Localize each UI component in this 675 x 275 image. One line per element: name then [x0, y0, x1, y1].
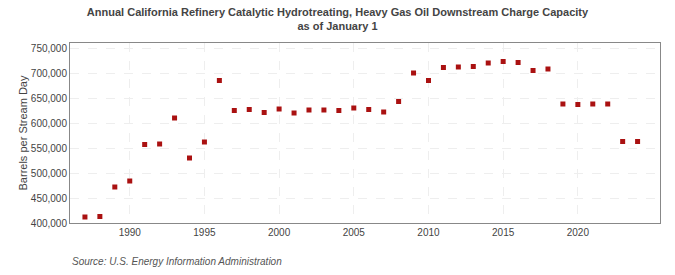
svg-text:600,000: 600,000 [31, 118, 68, 129]
svg-text:Annual California Refinery Cat: Annual California Refinery Catalytic Hyd… [87, 6, 589, 32]
svg-text:2015: 2015 [492, 227, 515, 238]
svg-text:500,000: 500,000 [31, 168, 68, 179]
svg-text:700,000: 700,000 [31, 68, 68, 79]
svg-text:2020: 2020 [567, 227, 590, 238]
svg-text:650,000: 650,000 [31, 93, 68, 104]
svg-text:Source: U.S. Energy Informatio: Source: U.S. Energy Information Administ… [72, 256, 282, 267]
svg-text:400,000: 400,000 [31, 218, 68, 229]
svg-text:450,000: 450,000 [31, 193, 68, 204]
svg-text:2000: 2000 [268, 227, 291, 238]
svg-text:2005: 2005 [343, 227, 366, 238]
svg-text:1995: 1995 [193, 227, 216, 238]
svg-text:Barrels per Stream Day: Barrels per Stream Day [17, 75, 29, 190]
svg-text:550,000: 550,000 [31, 143, 68, 154]
svg-text:750,000: 750,000 [31, 43, 68, 54]
svg-text:2010: 2010 [417, 227, 440, 238]
svg-text:1990: 1990 [119, 227, 142, 238]
